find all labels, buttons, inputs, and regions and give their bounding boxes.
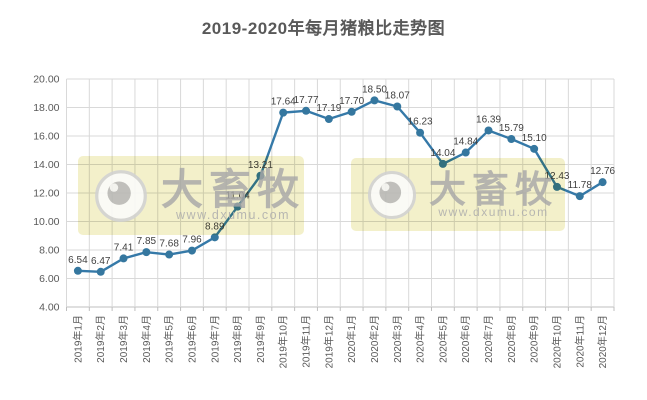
x-axis-tick-label: 2020年7月	[482, 315, 495, 363]
x-axis-tick-label: 2019年10月	[277, 315, 290, 368]
data-point	[279, 108, 288, 117]
data-point	[507, 134, 516, 143]
data-point	[302, 106, 311, 115]
x-axis-tick-label: 2020年1月	[345, 315, 358, 363]
data-label: 7.85	[137, 236, 157, 247]
x-axis-tick-label: 2019年1月	[71, 315, 84, 363]
data-label: 18.07	[385, 91, 410, 102]
data-label: 11.78	[568, 180, 593, 191]
y-axis-tick-label: 16.00	[33, 131, 59, 143]
x-axis-tick-label: 2019年4月	[140, 315, 153, 363]
data-point	[233, 202, 242, 211]
data-point	[484, 126, 493, 135]
data-label: 12.76	[590, 166, 615, 177]
data-label: 16.23	[408, 117, 433, 128]
y-axis-tick-label: 14.00	[33, 159, 59, 171]
data-label: 15.79	[499, 123, 524, 134]
data-point	[165, 250, 174, 259]
data-label: 17.77	[294, 95, 319, 106]
y-axis-tick-label: 20.00	[33, 74, 59, 86]
data-label: 17.19	[316, 103, 341, 114]
x-axis-tick-label: 2020年8月	[505, 315, 518, 363]
data-point	[73, 266, 82, 275]
y-axis-tick-label: 6.00	[39, 273, 60, 285]
data-point	[598, 178, 607, 187]
data-label: 6.54	[68, 255, 88, 266]
data-label: 11.04	[225, 191, 250, 202]
data-point	[461, 148, 470, 157]
data-point	[393, 102, 402, 111]
y-axis-tick-label: 18.00	[33, 102, 59, 114]
data-label: 14.84	[453, 137, 478, 148]
data-label: 18.50	[362, 84, 387, 95]
data-label: 14.04	[430, 148, 455, 159]
data-point	[142, 248, 151, 257]
data-label: 17.64	[271, 97, 296, 108]
x-axis-tick-label: 2020年9月	[528, 315, 541, 363]
data-point	[575, 192, 584, 201]
x-axis-tick-label: 2019年6月	[185, 315, 198, 363]
data-point	[187, 246, 196, 255]
x-axis-tick-label: 2019年7月	[208, 315, 221, 363]
data-label: 15.10	[522, 133, 547, 144]
x-axis-tick-label: 2019年9月	[254, 315, 267, 363]
y-axis-tick-label: 12.00	[33, 188, 59, 200]
data-point	[324, 115, 333, 124]
x-axis-tick-label: 2020年4月	[414, 315, 427, 363]
y-axis-tick-label: 8.00	[39, 245, 60, 257]
data-label: 7.41	[114, 242, 134, 253]
data-label: 8.89	[205, 221, 225, 232]
y-axis-tick-label: 10.00	[33, 216, 59, 228]
x-axis-tick-label: 2020年2月	[368, 315, 381, 363]
data-point	[210, 233, 219, 242]
data-label: 7.96	[182, 235, 202, 246]
x-axis-tick-label: 2020年10月	[550, 315, 563, 368]
chart-title: 2019-2020年每月猪粮比走势图	[201, 19, 446, 38]
data-point	[438, 159, 447, 168]
data-point	[119, 254, 128, 263]
data-point	[416, 128, 425, 137]
y-axis-tick-label: 4.00	[39, 302, 60, 314]
x-axis-tick-label: 2020年12月	[596, 315, 609, 368]
x-axis-tick-label: 2019年8月	[231, 315, 244, 363]
data-point	[256, 171, 265, 180]
x-axis-tick-label: 2019年2月	[94, 315, 107, 363]
data-label: 12.43	[544, 171, 569, 182]
data-label: 17.70	[339, 96, 364, 107]
x-axis-tick-label: 2020年3月	[391, 315, 404, 363]
data-label: 7.68	[159, 239, 179, 250]
x-axis-tick-label: 2020年11月	[573, 315, 586, 368]
x-axis-tick-label: 2020年6月	[459, 315, 472, 363]
data-point	[552, 182, 561, 191]
data-label: 6.47	[91, 256, 111, 267]
data-point	[530, 144, 539, 153]
data-point	[347, 107, 356, 116]
x-axis-tick-label: 2019年11月	[300, 315, 313, 368]
data-label: 13.21	[248, 160, 273, 171]
data-point	[96, 267, 105, 276]
data-point	[370, 96, 379, 105]
x-axis-tick-label: 2019年12月	[322, 315, 335, 368]
data-label: 16.39	[476, 114, 501, 125]
x-axis-tick-label: 2019年3月	[117, 315, 130, 363]
x-axis-tick-label: 2020年5月	[436, 315, 449, 363]
x-axis-tick-label: 2019年5月	[163, 315, 176, 363]
